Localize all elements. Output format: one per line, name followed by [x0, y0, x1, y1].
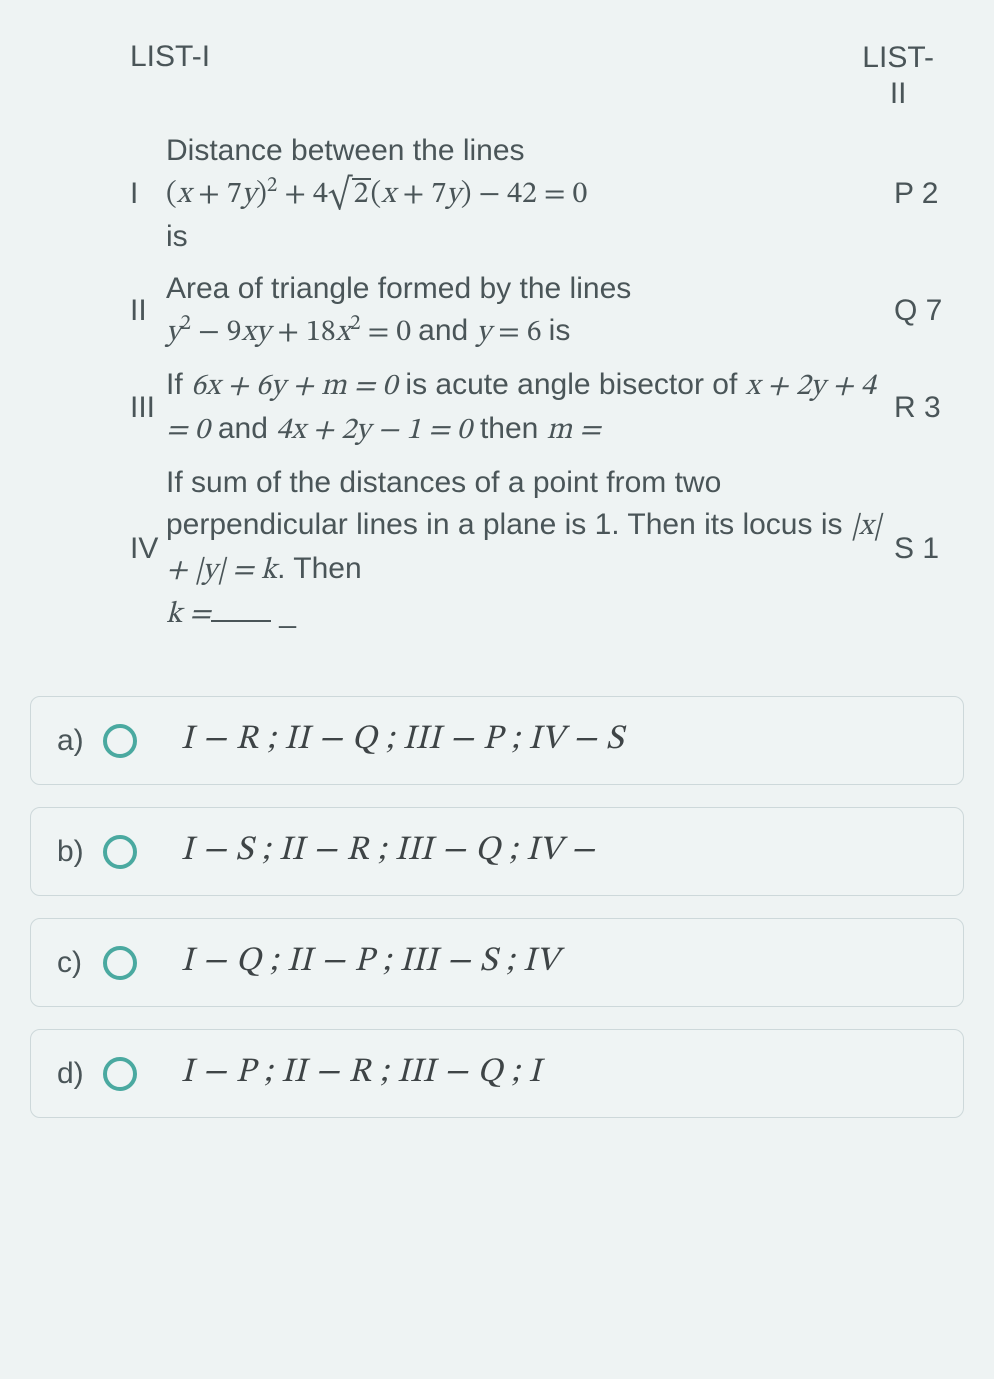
eq: y2 − 9xy + 18x2 = 0 [166, 318, 418, 348]
eq-sup: 2 [350, 313, 360, 334]
eq-part: − 9 [191, 318, 242, 348]
txt: If sum of the distances of a point from … [166, 466, 851, 541]
option-d[interactable]: d) I − P ; II − R ; III − Q ; I [30, 1029, 964, 1118]
list-row-4: IV If sum of the distances of a point fr… [130, 462, 934, 636]
eq-expr: m = [547, 416, 601, 446]
list-row-1: I Distance between the lines (x + 7y)2 +… [130, 130, 934, 258]
txt: then [472, 412, 547, 445]
option-label: b) [57, 835, 103, 869]
eq-part: + 18 [270, 318, 335, 348]
eq: y = 6 [477, 318, 549, 348]
row-num: II [130, 294, 166, 328]
option-label: c) [57, 946, 103, 980]
eq-part: = 0 [361, 318, 412, 348]
eq-var: x [336, 318, 350, 348]
eq-var: y [166, 318, 181, 348]
list-header: LIST-I LIST- II [130, 40, 934, 112]
option-text: I − R ; II − Q ; III − P ; IV − S [181, 719, 624, 762]
options-list: a) I − R ; II − Q ; III − P ; IV − S b) … [30, 696, 964, 1118]
txt: If [166, 368, 191, 401]
radio-icon [103, 724, 137, 758]
blank-line [211, 620, 271, 622]
txt: . Then [277, 552, 362, 585]
question-page: LIST-I LIST- II I Distance between the l… [0, 0, 994, 1158]
eq-sup: 2 [267, 175, 277, 196]
eq-var: xy [241, 318, 270, 348]
option-b[interactable]: b) I − S ; II − R ; III − Q ; IV − [30, 807, 964, 896]
eq: (x + 7y)2 + 4√2(x + 7y) − 42 = 0 [166, 180, 587, 210]
eq-expr: 6x + 6y + m = 0 [191, 372, 397, 402]
list-header-left: LIST-I [130, 40, 210, 112]
list-header-right-line2: II [862, 76, 934, 112]
blank-suffix: _ [271, 596, 296, 629]
sqrt: √2 [328, 174, 371, 216]
row-code: S 1 [894, 532, 934, 566]
radio-icon [103, 835, 137, 869]
list-header-right-line1: LIST- [862, 40, 934, 76]
row-lead: Area of triangle formed by the lines [166, 272, 631, 305]
option-text: I − Q ; II − P ; III − S ; IV [181, 941, 559, 984]
row-code: Q 7 [894, 294, 934, 328]
eq-part: ) − 42 = 0 [461, 180, 588, 210]
eq-radicand: 2 [352, 178, 371, 210]
eq-part: ( [371, 180, 382, 210]
option-label: a) [57, 724, 103, 758]
eq-part: + 7 [396, 180, 447, 210]
option-a[interactable]: a) I − R ; II − Q ; III − P ; IV − S [30, 696, 964, 785]
row-trail: is [549, 314, 571, 347]
option-text: I − P ; II − R ; III − Q ; I [181, 1052, 541, 1095]
eq-part: + 4 [277, 180, 328, 210]
match-list-table: LIST-I LIST- II I Distance between the l… [130, 40, 934, 646]
eq-var: y [446, 180, 461, 210]
eq-part: = 6 [491, 318, 542, 348]
eq-sup: 2 [181, 313, 191, 334]
txt: is acute angle bisector of [397, 368, 746, 401]
eq-var: x [381, 180, 395, 210]
row-body: If sum of the distances of a point from … [166, 462, 886, 636]
eq-part: ( [166, 180, 177, 210]
eq: 6x + 6y + m = 0 [191, 372, 397, 402]
eq-var: y [477, 318, 492, 348]
eq-var: x [177, 180, 191, 210]
list-header-right: LIST- II [862, 40, 934, 112]
row-code: P 2 [894, 177, 934, 211]
eq: 4x + 2y − 1 = 0 [276, 416, 471, 446]
eq-var: y [242, 180, 257, 210]
eq-mid: and [418, 314, 476, 347]
eq-expr: k = [166, 600, 211, 630]
row-lead: Distance between the lines [166, 134, 525, 167]
eq-part: + 7 [191, 180, 242, 210]
option-label: d) [57, 1057, 103, 1091]
eq-expr: 4x + 2y − 1 = 0 [276, 416, 471, 446]
eq: k = [166, 600, 211, 630]
option-c[interactable]: c) I − Q ; II − P ; III − S ; IV [30, 918, 964, 1007]
row-num: IV [130, 532, 166, 566]
radio-icon [103, 946, 137, 980]
row-num: I [130, 177, 166, 211]
row-trail: is [166, 220, 188, 253]
radio-icon [103, 1057, 137, 1091]
eq-part: ) [256, 180, 267, 210]
eq: m = [547, 416, 601, 446]
row-body: If 6x + 6y + m = 0 is acute angle bisect… [166, 364, 886, 452]
row-body: Area of triangle formed by the lines y2 … [166, 268, 886, 354]
list-row-2: II Area of triangle formed by the lines … [130, 268, 934, 354]
row-num: III [130, 391, 166, 425]
txt: and [210, 412, 277, 445]
option-text: I − S ; II − R ; III − Q ; IV − [181, 830, 595, 873]
row-body: Distance between the lines (x + 7y)2 + 4… [166, 130, 886, 258]
row-code: R 3 [894, 391, 934, 425]
list-row-3: III If 6x + 6y + m = 0 is acute angle bi… [130, 364, 934, 452]
